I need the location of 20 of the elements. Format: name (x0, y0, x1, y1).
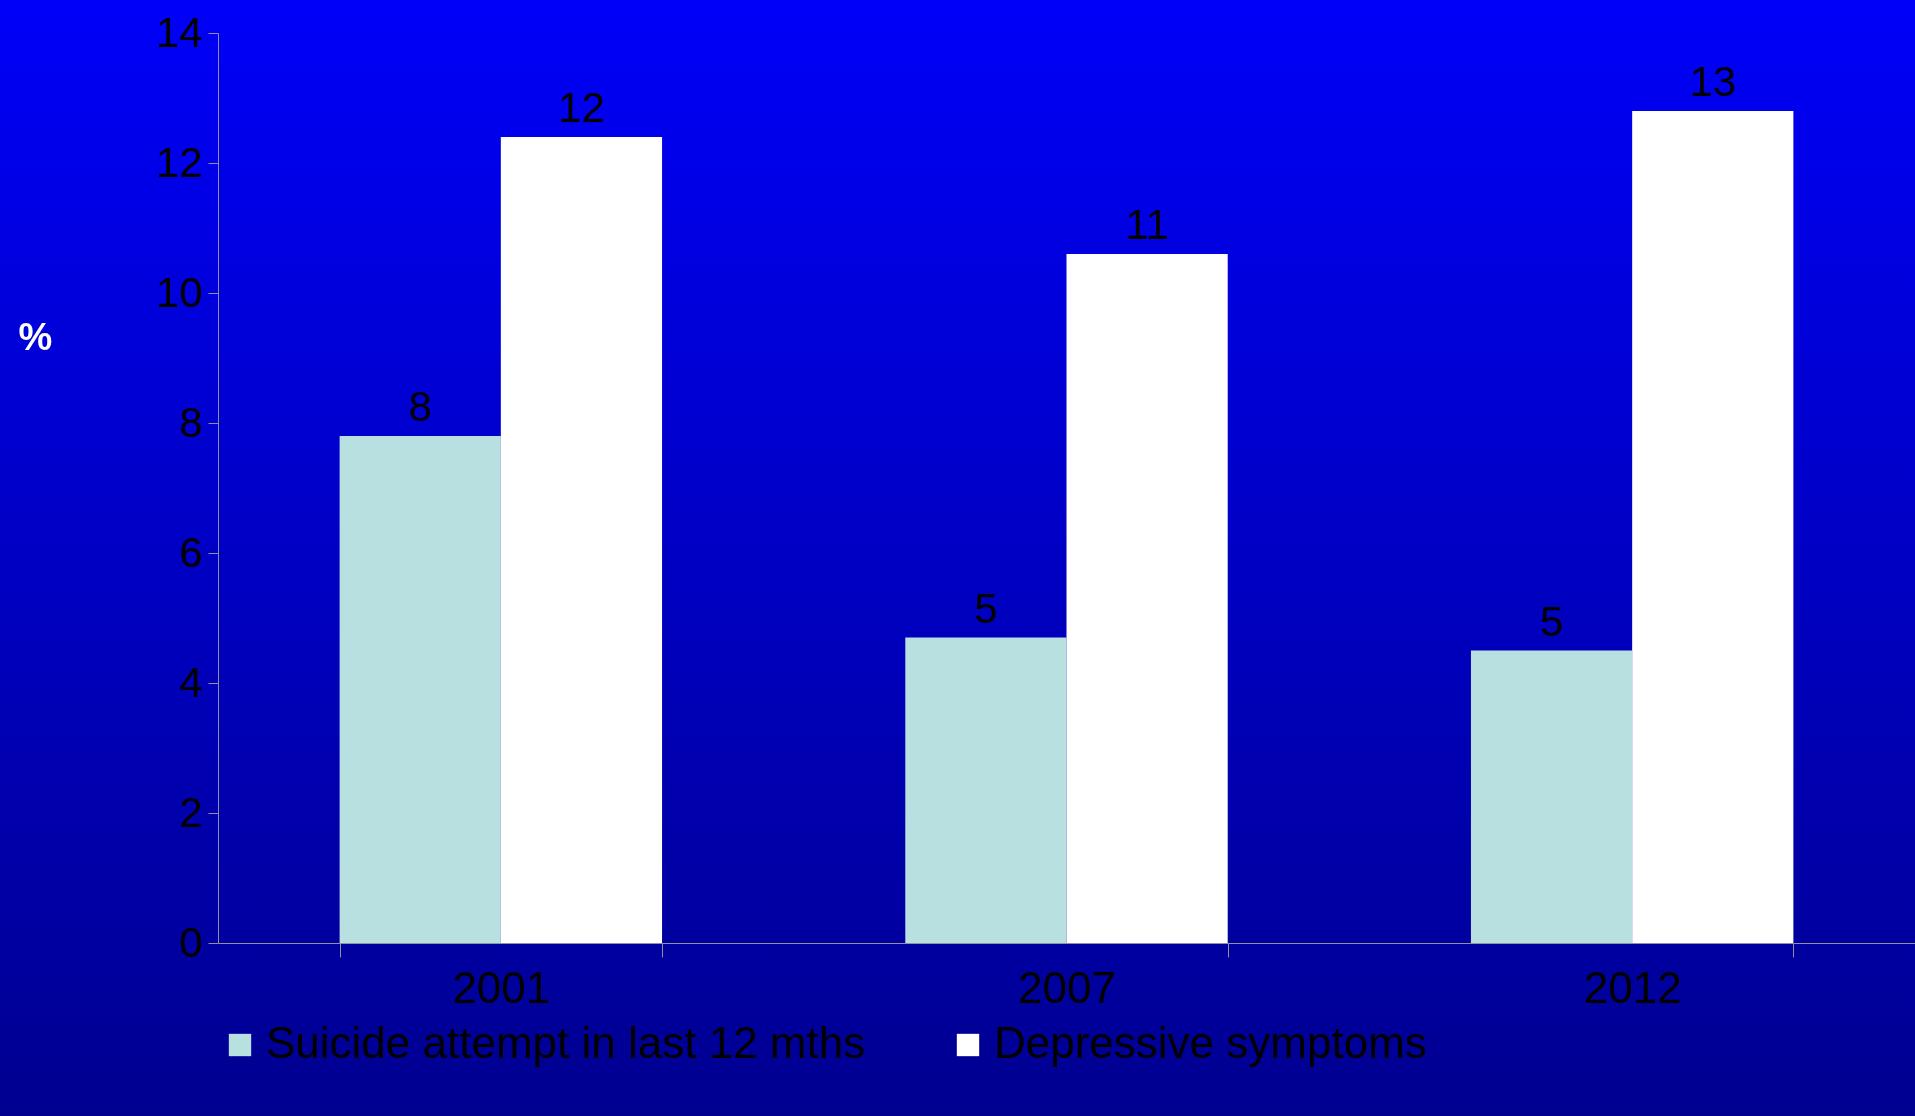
y-tick-label: 14 (155, 8, 203, 56)
data-label: 13 (1689, 58, 1737, 105)
legend-label: Depressive symptoms (994, 1018, 1427, 1067)
legend-label: Suicide attempt in last 12 mths (266, 1018, 866, 1067)
x-tick-label: 2012 (1583, 962, 1682, 1012)
y-tick-label: 12 (155, 138, 203, 186)
y-tick-label: 6 (179, 528, 203, 576)
y-tick-label: 4 (179, 658, 203, 706)
y-tick-label: 10 (155, 268, 203, 316)
data-label: 11 (1125, 201, 1169, 248)
data-label: 5 (1539, 597, 1564, 645)
x-tick-label: 2007 (1018, 962, 1116, 1012)
data-label: 12 (558, 84, 605, 131)
y-axis-title: % (18, 315, 53, 358)
data-label: 8 (408, 383, 432, 430)
y-tick-label: 2 (179, 788, 203, 836)
data-label: 5 (974, 584, 998, 632)
y-tick-label: 8 (179, 398, 203, 446)
y-tick-label: 0 (179, 918, 203, 966)
x-tick-label: 2001 (452, 962, 551, 1012)
